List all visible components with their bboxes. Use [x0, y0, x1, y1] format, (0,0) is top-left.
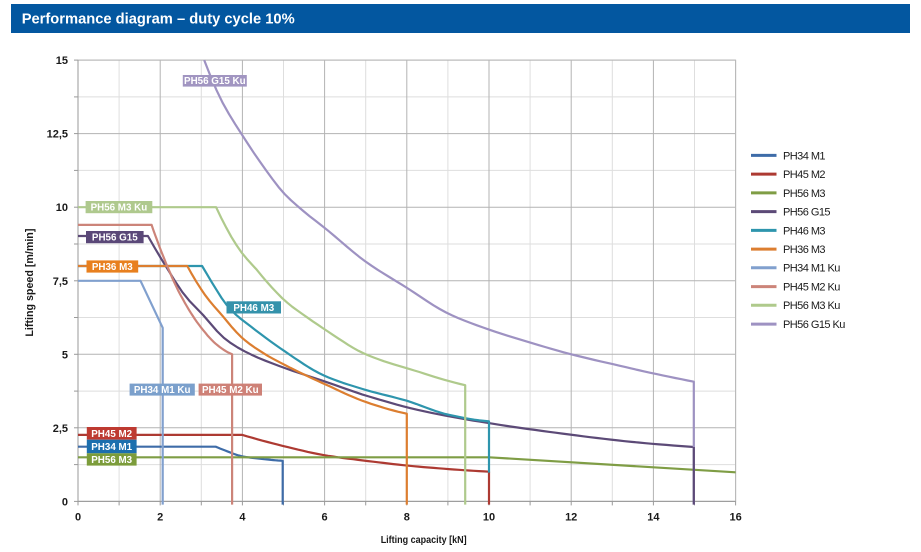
svg-text:PH56 G15: PH56 G15 [783, 207, 830, 219]
svg-text:12: 12 [565, 512, 577, 524]
svg-text:PH46 M3: PH46 M3 [783, 225, 825, 237]
svg-text:2,5: 2,5 [53, 423, 68, 435]
svg-text:PH34 M1 Ku: PH34 M1 Ku [783, 263, 840, 275]
svg-text:4: 4 [239, 512, 246, 524]
svg-text:14: 14 [647, 512, 660, 524]
svg-text:PH45 M2: PH45 M2 [783, 169, 825, 181]
svg-text:PH36 M3: PH36 M3 [783, 244, 825, 256]
svg-text:PH56 G15: PH56 G15 [92, 233, 138, 244]
svg-text:PH56 M3: PH56 M3 [91, 455, 132, 466]
svg-text:5: 5 [62, 349, 68, 361]
svg-text:PH46 M3: PH46 M3 [233, 303, 274, 314]
svg-text:10: 10 [483, 512, 495, 524]
svg-text:12,5: 12,5 [47, 129, 68, 141]
svg-text:PH45 M2 Ku: PH45 M2 Ku [202, 385, 259, 396]
svg-text:Lifting speed [m/min]: Lifting speed [m/min] [24, 228, 36, 336]
svg-text:Performance diagram – duty cyc: Performance diagram – duty cycle 10% [22, 11, 295, 28]
svg-text:PH34 M1 Ku: PH34 M1 Ku [134, 385, 191, 396]
svg-text:15: 15 [56, 55, 68, 67]
svg-text:PH56 M3 Ku: PH56 M3 Ku [783, 300, 840, 312]
svg-text:PH34 M1: PH34 M1 [91, 442, 132, 453]
svg-text:10: 10 [56, 202, 68, 214]
svg-text:2: 2 [157, 512, 163, 524]
svg-text:PH56 M3: PH56 M3 [783, 188, 825, 200]
svg-text:PH56 G15 Ku: PH56 G15 Ku [184, 76, 246, 87]
svg-text:PH45 M2: PH45 M2 [91, 429, 132, 440]
svg-text:PH45 M2 Ku: PH45 M2 Ku [783, 282, 840, 294]
svg-text:PH34 M1: PH34 M1 [783, 150, 825, 162]
svg-text:8: 8 [404, 512, 410, 524]
svg-text:PH36 M3: PH36 M3 [92, 262, 133, 273]
svg-text:7,5: 7,5 [53, 276, 68, 288]
svg-text:0: 0 [62, 496, 68, 508]
svg-text:Lifting capacity [kN]: Lifting capacity [kN] [381, 534, 467, 546]
svg-text:PH56 M3 Ku: PH56 M3 Ku [91, 203, 148, 214]
svg-text:0: 0 [75, 512, 81, 524]
svg-text:16: 16 [729, 512, 741, 524]
svg-text:6: 6 [322, 512, 328, 524]
svg-text:PH56 G15 Ku: PH56 G15 Ku [783, 319, 845, 331]
